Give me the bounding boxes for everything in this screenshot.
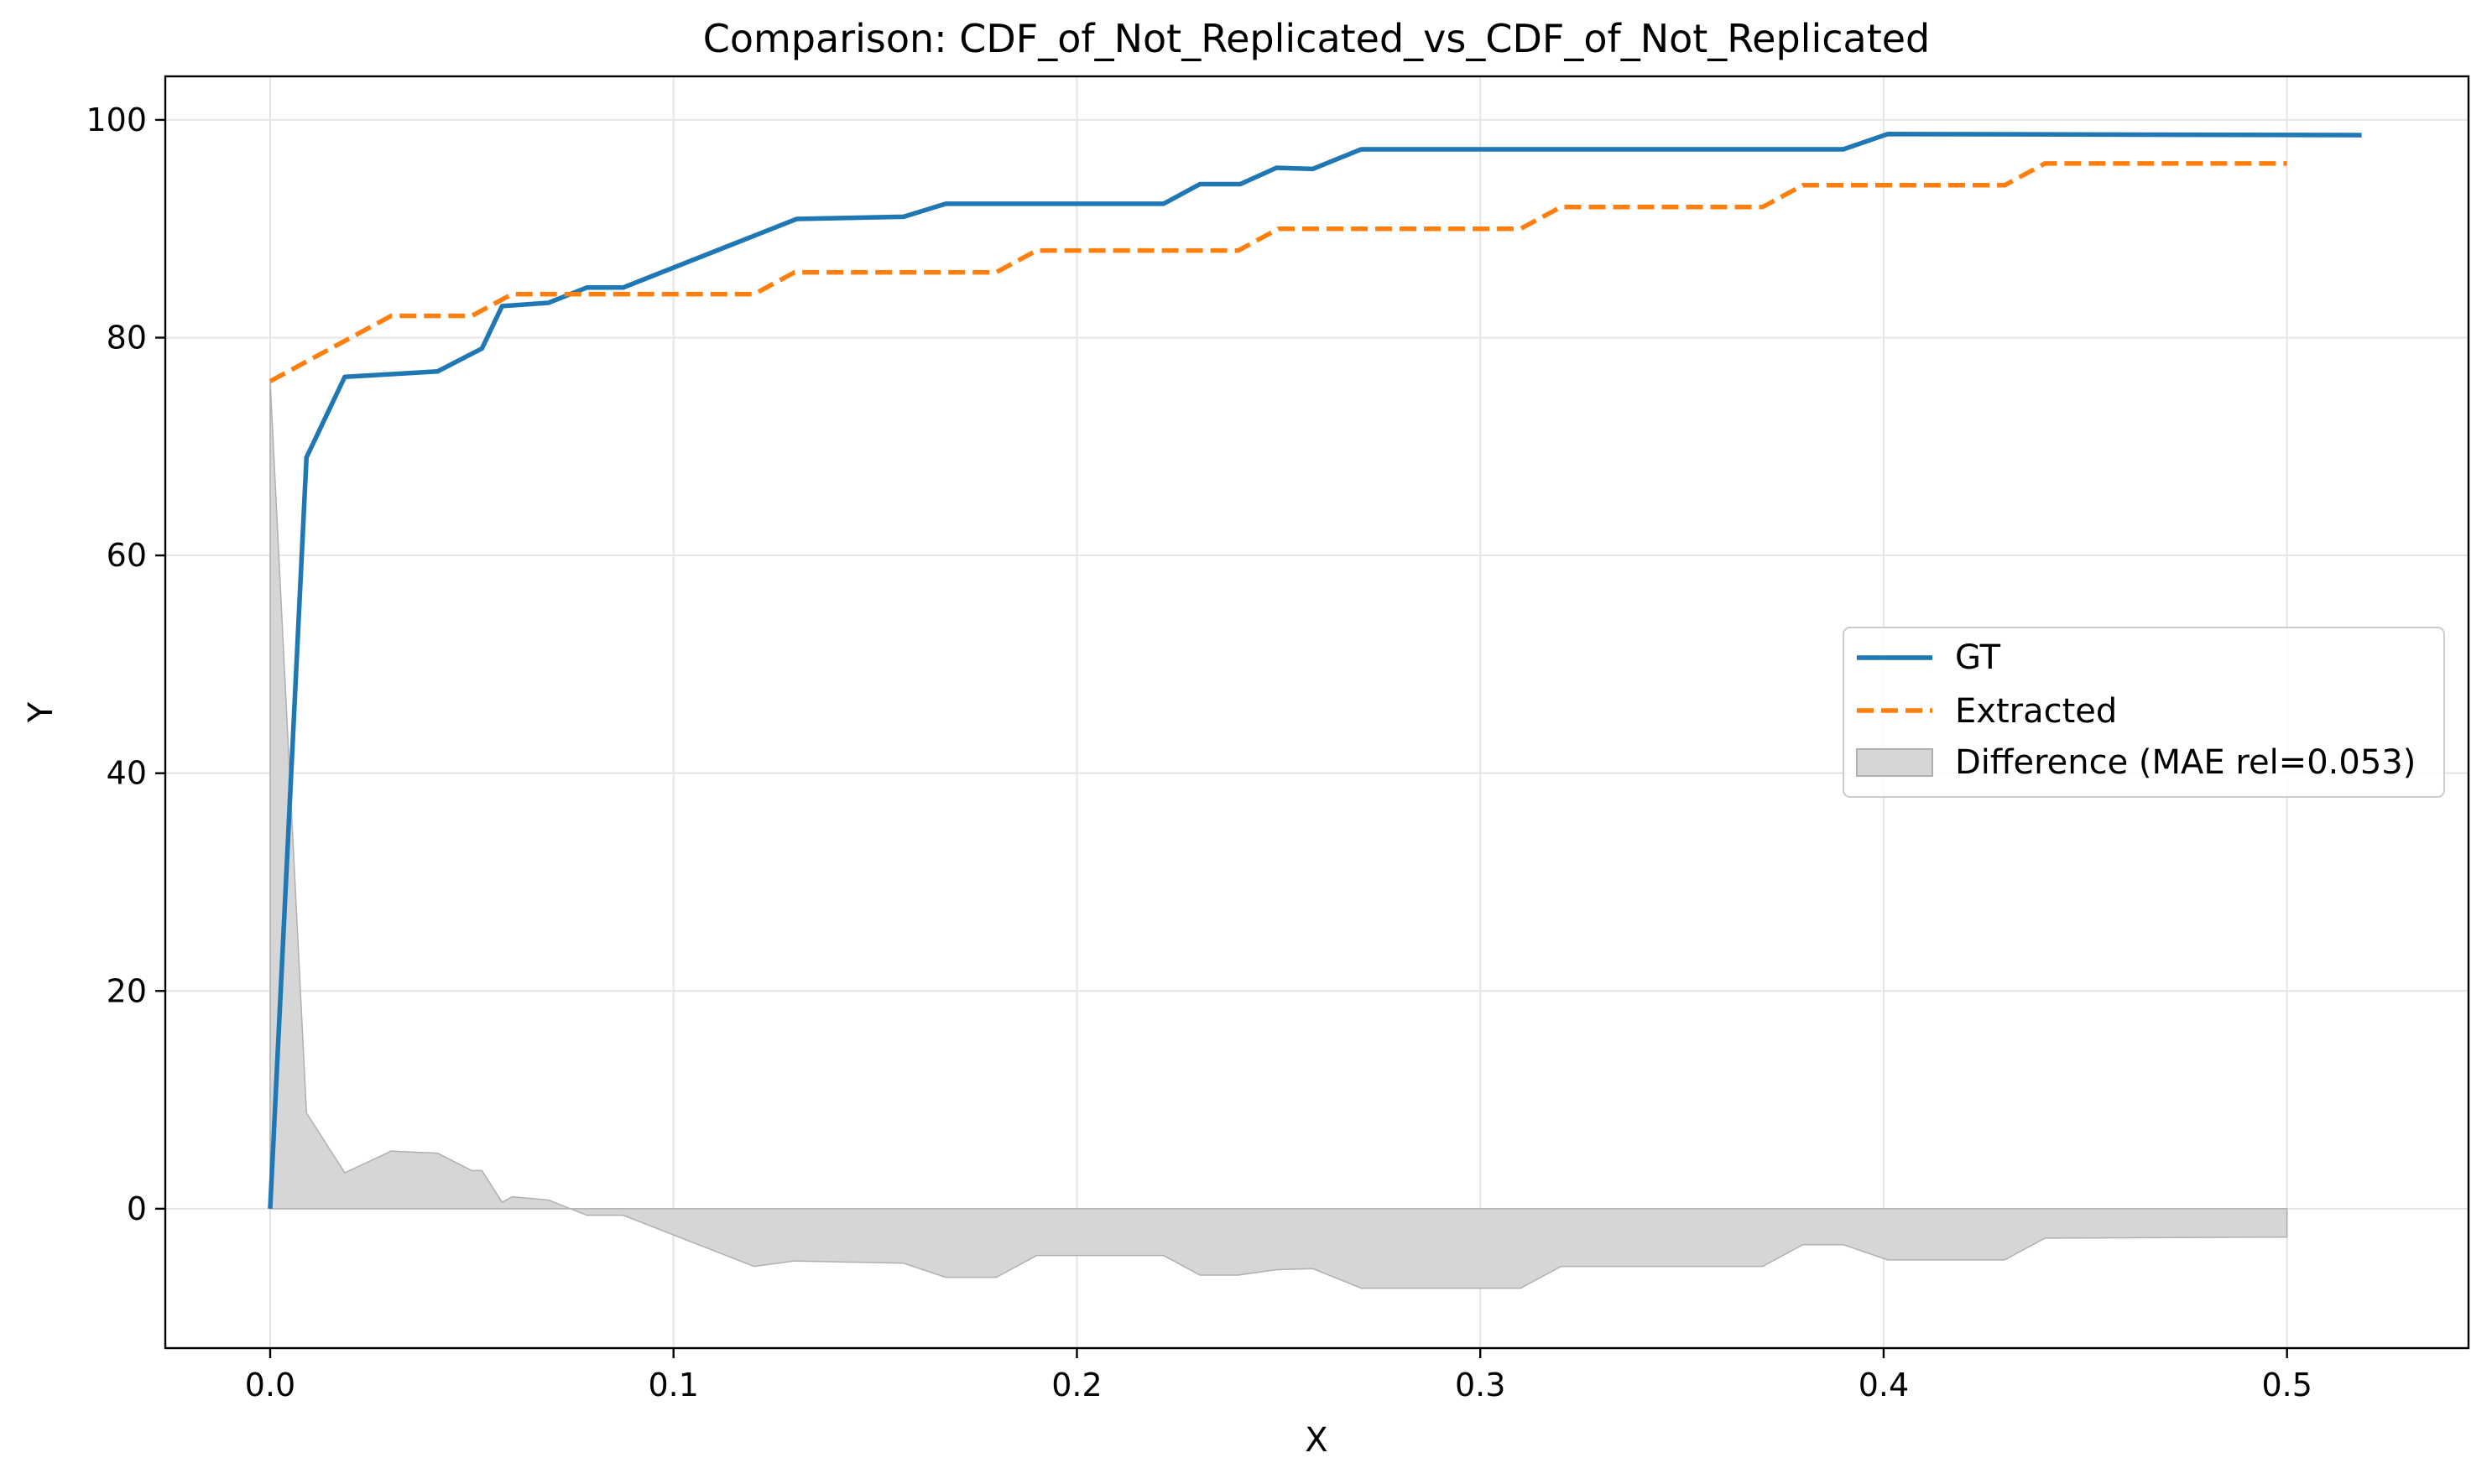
y-tick-label: 80	[107, 320, 147, 357]
y-tick-label: 0	[127, 1190, 147, 1227]
y-tick-label: 60	[107, 537, 147, 574]
x-tick-label: 0.4	[1859, 1367, 1909, 1403]
x-tick-label: 0.3	[1455, 1367, 1505, 1403]
area-layer	[269, 381, 2288, 1289]
legend-label-gt: GT	[1955, 638, 2001, 677]
tick-layer: 0.0 0.1 0.2 0.3 0.4 0.5 0 20 40 60 80 100	[86, 102, 2312, 1403]
x-tick-label: 0.5	[2261, 1367, 2312, 1403]
x-tick-label: 0.2	[1051, 1367, 1102, 1403]
legend-label-difference: Difference (MAE rel=0.053)	[1955, 743, 2416, 782]
plot-frame	[164, 75, 2470, 1350]
difference-area	[269, 381, 2288, 1289]
series-line-extracted	[268, 161, 2287, 383]
x-axis-label: X	[1305, 1421, 1327, 1460]
legend-frame	[1843, 627, 2445, 798]
x-tick-label: 0.0	[245, 1367, 295, 1403]
y-tick-label: 20	[107, 972, 147, 1009]
chart-title: Comparison: CDF_of_Not_Replicated_vs_CDF…	[703, 16, 1931, 61]
legend-swatch-difference	[1856, 748, 1933, 777]
y-tick-label: 100	[86, 102, 147, 138]
y-axis-label: Y	[22, 701, 60, 723]
y-tick-label: 40	[107, 755, 147, 792]
legend: GT Extracted Difference (MAE rel=0.053)	[1843, 627, 2445, 798]
series-line-gt	[268, 132, 2362, 1209]
x-tick-label: 0.1	[649, 1367, 699, 1403]
legend-label-extracted: Extracted	[1955, 692, 2117, 731]
line-layer	[268, 132, 2362, 1209]
